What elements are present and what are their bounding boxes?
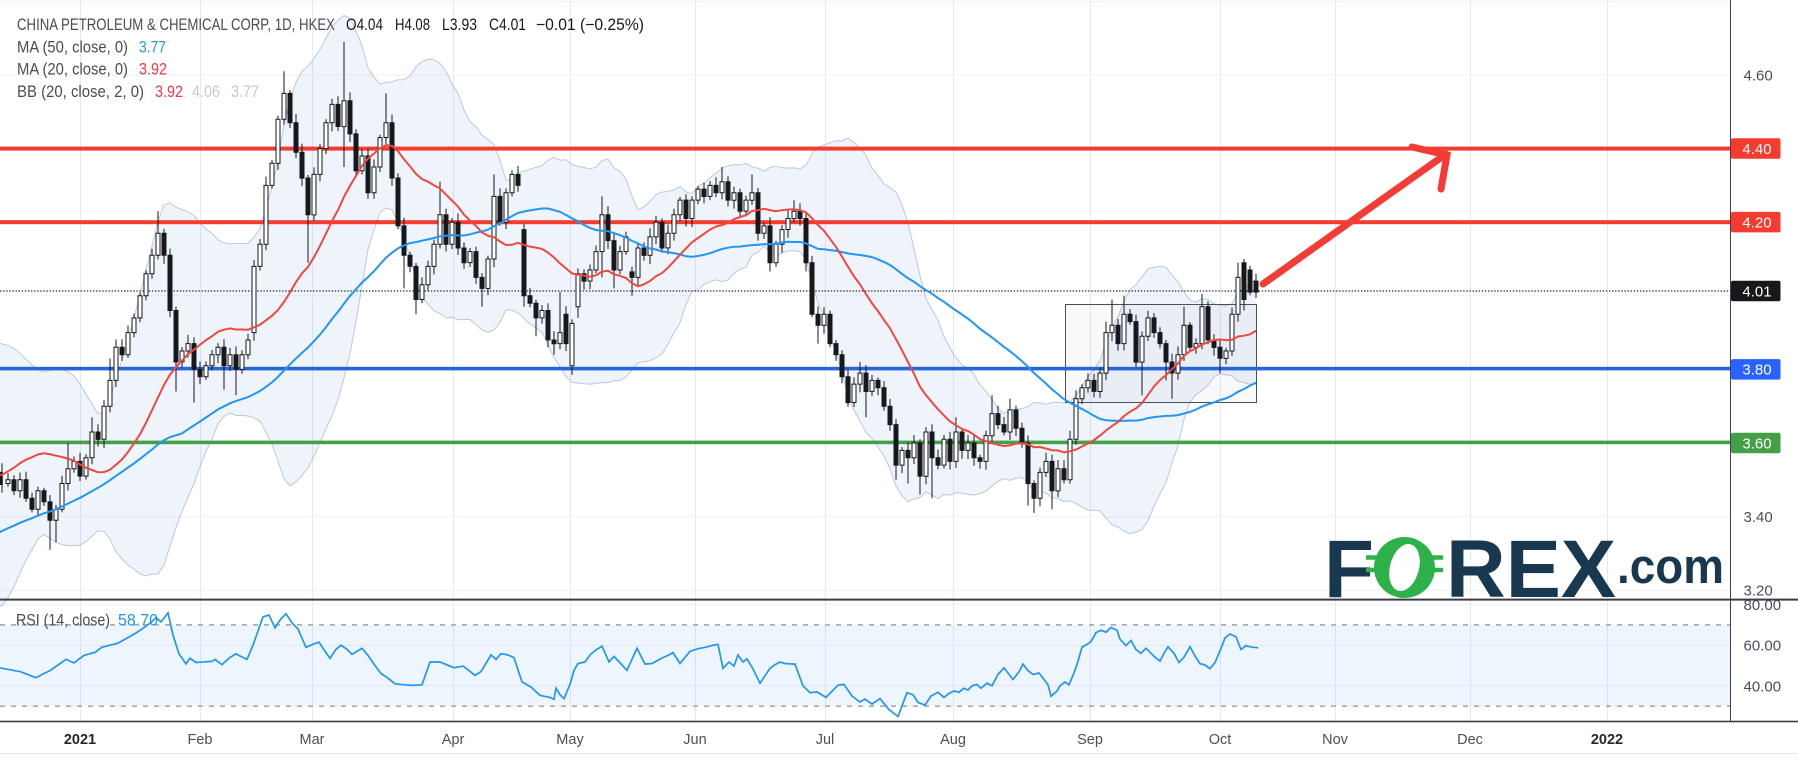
svg-text:3.40: 3.40 [1744, 509, 1773, 526]
svg-text:3.92: 3.92 [155, 83, 183, 101]
svg-text:3.92: 3.92 [139, 61, 167, 79]
svg-text:40.00: 40.00 [1744, 678, 1782, 695]
svg-text:−0.01 (−0.25%): −0.01 (−0.25%) [536, 16, 644, 34]
svg-text:Jul: Jul [816, 732, 835, 748]
svg-text:.com: .com [1617, 540, 1724, 594]
svg-text:Jun: Jun [683, 732, 706, 748]
svg-text:MA (50, close, 0): MA (50, close, 0) [17, 38, 128, 56]
svg-text:L3.93: L3.93 [442, 16, 477, 34]
svg-text:4.01: 4.01 [1742, 283, 1771, 300]
svg-text:Oct: Oct [1209, 732, 1232, 748]
svg-text:58.70: 58.70 [118, 612, 158, 630]
svg-text:4.06: 4.06 [192, 83, 220, 101]
svg-text:4.60: 4.60 [1744, 68, 1773, 85]
svg-text:4.40: 4.40 [1742, 141, 1771, 158]
svg-text:Nov: Nov [1322, 732, 1349, 748]
svg-text:3.80: 3.80 [1742, 362, 1771, 379]
svg-text:BB (20, close, 2, 0): BB (20, close, 2, 0) [17, 83, 144, 101]
svg-text:MA (20, close, 0): MA (20, close, 0) [17, 61, 128, 79]
svg-text:REX: REX [1446, 524, 1616, 615]
svg-text:H4.08: H4.08 [395, 16, 430, 34]
svg-text:3.20: 3.20 [1744, 583, 1773, 600]
svg-text:Sep: Sep [1077, 732, 1103, 748]
svg-text:RSI (14, close): RSI (14, close) [16, 612, 110, 630]
svg-text:Mar: Mar [300, 732, 325, 748]
svg-text:Feb: Feb [188, 732, 213, 748]
svg-text:Apr: Apr [442, 732, 465, 748]
svg-text:May: May [556, 732, 584, 748]
svg-text:2022: 2022 [1591, 732, 1623, 748]
svg-text:3.60: 3.60 [1742, 435, 1771, 452]
svg-text:Aug: Aug [940, 732, 966, 748]
svg-text:80.00: 80.00 [1744, 597, 1782, 614]
svg-text:Dec: Dec [1457, 732, 1483, 748]
svg-text:2021: 2021 [64, 732, 96, 748]
svg-text:O4.04: O4.04 [346, 16, 383, 34]
svg-text:60.00: 60.00 [1744, 638, 1782, 655]
svg-text:4.20: 4.20 [1742, 215, 1771, 232]
svg-text:3.77: 3.77 [231, 83, 259, 101]
svg-text:C4.01: C4.01 [489, 16, 526, 34]
svg-text:CHINA PETROLEUM & CHEMICAL COR: CHINA PETROLEUM & CHEMICAL CORP, 1D, HKE… [17, 16, 335, 34]
svg-text:3.77: 3.77 [139, 38, 166, 56]
